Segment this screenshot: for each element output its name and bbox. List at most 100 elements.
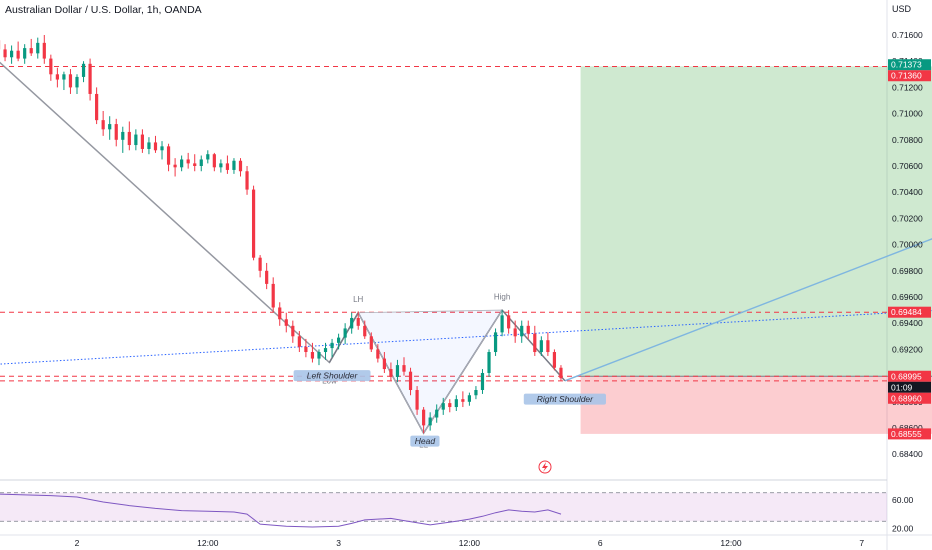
- candle: [134, 129, 138, 151]
- candle: [467, 392, 471, 406]
- price-label-text: 0.68960: [891, 393, 922, 403]
- candle: [323, 342, 328, 360]
- candle-body: [251, 189, 256, 258]
- candle-body: [363, 325, 367, 337]
- time-tick: 7: [859, 538, 864, 548]
- candle: [88, 58, 92, 101]
- candle-body: [186, 159, 190, 164]
- chart-title: Australian Dollar / U.S. Dollar, 1h, OAN…: [5, 4, 202, 16]
- candle: [42, 35, 46, 64]
- price-label-text: 0.68555: [891, 429, 922, 439]
- candle-body: [507, 315, 511, 329]
- candle-body: [474, 390, 478, 396]
- candle: [448, 399, 452, 413]
- candle: [435, 404, 439, 423]
- candle: [395, 359, 400, 383]
- candle-body: [480, 372, 485, 391]
- candle-body: [55, 74, 59, 80]
- candle: [36, 37, 40, 59]
- candle: [271, 277, 275, 313]
- candle-body: [291, 325, 295, 337]
- candle: [539, 336, 543, 356]
- pattern-tag-bg: [410, 435, 440, 447]
- price-tick: 0.71200: [892, 82, 923, 92]
- candle-body: [526, 325, 530, 334]
- candle: [101, 110, 105, 136]
- price-tick: 0.70400: [892, 187, 923, 197]
- price-tick: 0.70000: [892, 240, 923, 250]
- candle: [454, 395, 458, 411]
- candle-body: [49, 58, 53, 75]
- price-tick: 0.71600: [892, 30, 923, 40]
- candle: [546, 332, 550, 356]
- candle: [356, 311, 360, 330]
- candle-body: [199, 159, 203, 166]
- price-tick: 0.70200: [892, 213, 923, 223]
- candle-body: [180, 159, 184, 168]
- price-tick: 0.68600: [892, 423, 923, 433]
- candle: [559, 365, 563, 381]
- candle: [350, 312, 354, 334]
- candle-body: [75, 76, 79, 88]
- candle: [507, 310, 511, 334]
- candle-body: [88, 63, 92, 94]
- price-label-bg: [888, 370, 931, 382]
- candle-body: [16, 50, 20, 59]
- candle: [238, 158, 243, 177]
- candle: [337, 333, 341, 350]
- candle-body: [461, 399, 465, 402]
- candle-body: [552, 352, 557, 368]
- candle: [108, 116, 112, 140]
- pattern-tag: Right Shoulder: [523, 393, 606, 405]
- price-label: 0.71373: [888, 59, 931, 71]
- candle-body: [297, 336, 301, 347]
- candle: [369, 332, 373, 353]
- price-tick: 0.69800: [892, 266, 923, 276]
- candle-body: [121, 131, 125, 140]
- candle-body: [219, 163, 223, 168]
- candle: [121, 126, 125, 153]
- price-label-bg: [888, 70, 931, 82]
- candle: [62, 71, 66, 91]
- candle-body: [435, 409, 439, 418]
- candle: [166, 143, 171, 172]
- candle: [382, 352, 386, 373]
- candle-body: [323, 348, 328, 353]
- candle-body: [271, 283, 275, 308]
- candle-body: [62, 74, 66, 80]
- candle: [526, 320, 530, 339]
- time-tick: 3: [336, 538, 341, 548]
- projection-line: [564, 238, 932, 382]
- candle-body: [369, 336, 373, 350]
- candle: [160, 141, 164, 160]
- candle-body: [225, 163, 230, 170]
- price-label-text: 0.69484: [891, 307, 922, 317]
- trend-line: [0, 310, 932, 365]
- candle: [408, 367, 413, 396]
- position-target-zone: [580, 66, 932, 377]
- price-tick: 0.70800: [892, 135, 923, 145]
- time-tick: 6: [598, 538, 603, 548]
- candle: [297, 331, 301, 353]
- candle-body: [493, 332, 498, 353]
- candle-body: [389, 369, 393, 377]
- pattern-tag-bg: [293, 370, 371, 382]
- candle-body: [23, 48, 27, 59]
- pattern-tag: Head: [410, 435, 440, 447]
- price-label-bg: [888, 392, 931, 404]
- candle: [212, 152, 216, 172]
- candle: [480, 369, 485, 394]
- candle: [225, 155, 230, 174]
- candle: [127, 121, 131, 151]
- candle-body: [310, 352, 315, 359]
- candle-body: [68, 74, 73, 88]
- price-label-text: 01:09: [891, 382, 913, 392]
- candle-body: [343, 328, 347, 338]
- candle: [500, 310, 504, 337]
- candle: [278, 302, 282, 326]
- candle-body: [193, 163, 197, 166]
- price-label-text: 0.68995: [891, 371, 922, 381]
- candle: [376, 344, 380, 363]
